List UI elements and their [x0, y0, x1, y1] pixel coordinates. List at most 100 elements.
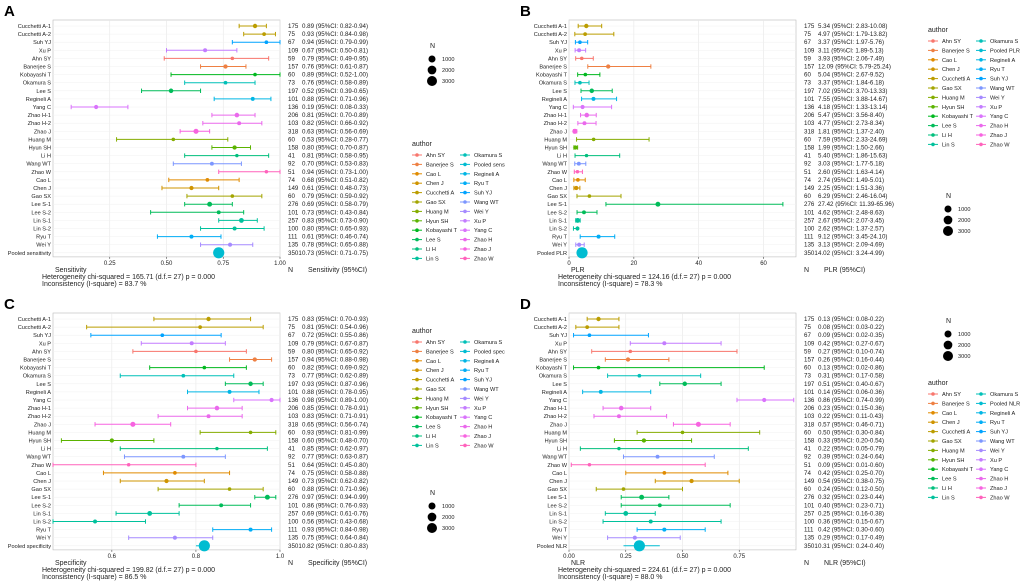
n-value: 158 — [288, 438, 299, 445]
ci-text: 5.04 (95%CI: 2.67-9.52) — [818, 72, 884, 79]
legend-key-dot — [979, 48, 983, 53]
n-value: 257 — [288, 510, 299, 517]
study-label: Lin S-1 — [33, 511, 51, 517]
legend-key-dot — [415, 424, 419, 429]
panel-letter: A — [4, 3, 15, 20]
n-value: 75 — [804, 31, 811, 38]
point-estimate — [203, 48, 208, 53]
legend-key-dot — [931, 48, 935, 53]
ci-text: 0.64 (95%CI: 0.45-0.80) — [302, 462, 368, 469]
point-estimate — [232, 226, 237, 231]
n-value: 136 — [288, 397, 299, 404]
study-label: Lee S-1 — [547, 495, 567, 501]
point-estimate — [662, 341, 667, 346]
size-legend-label: 3000 — [958, 354, 970, 360]
n-value: 257 — [804, 217, 815, 224]
study-label: Hyun SH — [545, 439, 567, 445]
x-tick-label: 0 — [567, 261, 571, 267]
n-value: 100 — [288, 226, 299, 233]
n-value: 276 — [288, 201, 299, 208]
n-value: 41 — [288, 153, 295, 160]
ci-text: 3.37 (95%CI: 1.84-6.18) — [818, 80, 884, 87]
n-value: 101 — [804, 96, 815, 103]
ci-text: 0.94 (95%CI: 0.79-0.99) — [302, 39, 368, 46]
n-value: 135 — [804, 242, 815, 249]
ci-text: 0.50 (95%CI: 0.30-0.84) — [818, 429, 884, 436]
legend-entry: Suh YJ — [474, 191, 492, 197]
ci-text: 0.42 (95%CI: 0.27-0.67) — [818, 340, 884, 347]
n-value: 175 — [804, 316, 815, 323]
study-label: Okamura S — [539, 374, 568, 380]
inconsistency-text: Inconsistency (I-square) = 88.0 % — [558, 574, 662, 581]
study-label: Zhao W — [547, 170, 567, 176]
ci-text: 0.19 (95%CI: 0.08-0.33) — [302, 104, 368, 111]
legend-key-dot — [931, 467, 935, 471]
study-label: Huang M — [28, 430, 51, 436]
study-label: Zhao H-2 — [544, 121, 567, 127]
study-label: Li H — [557, 447, 567, 453]
point-estimate — [168, 88, 174, 94]
col-header-ci: PLR (95%CI) — [824, 267, 865, 274]
point-estimate — [227, 487, 232, 491]
point-estimate — [198, 325, 202, 329]
legend-entry: Regineli A — [474, 359, 499, 365]
point-estimate — [584, 23, 589, 29]
n-value: 75 — [288, 31, 295, 38]
point-estimate — [93, 519, 97, 524]
pooled-n: 3501 — [288, 250, 302, 257]
study-label: Zhao H-1 — [544, 113, 567, 119]
point-estimate — [223, 64, 228, 69]
n-value: 103 — [804, 120, 815, 127]
legend-key-dot — [415, 396, 419, 401]
author-legend-title: author — [412, 141, 433, 148]
author-legend-title: author — [928, 380, 949, 387]
study-label: Hyun SH — [29, 439, 51, 445]
legend-entry: Lee S — [426, 238, 441, 244]
size-legend-label: 3000 — [442, 79, 454, 85]
ci-text: 0.77 (95%CI: 0.62-0.89) — [302, 373, 368, 380]
legend-entry: Pooled sens — [474, 162, 505, 168]
x-tick-label: 1.00 — [274, 261, 286, 267]
study-label: Xu P — [39, 48, 51, 54]
ci-text: 0.36 (95%CI: 0.15-0.67) — [818, 519, 884, 526]
legend-key-dot — [463, 340, 467, 344]
n-value: 157 — [288, 357, 299, 364]
study-label: Lee S — [552, 382, 567, 388]
legend-key-dot — [931, 39, 935, 43]
ci-text: 0.73 (95%CI: 0.43-0.84) — [302, 209, 368, 216]
point-estimate — [591, 96, 596, 101]
point-estimate — [238, 217, 244, 223]
ci-text: 0.79 (95%CI: 0.67-0.87) — [302, 340, 368, 347]
legend-entry: Chen J — [426, 181, 444, 187]
size-legend-dot — [427, 76, 437, 86]
n-value: 101 — [804, 209, 815, 216]
point-estimate — [189, 234, 194, 239]
n-value: 67 — [804, 39, 811, 46]
point-estimate — [582, 210, 586, 215]
n-value: 60 — [288, 429, 295, 436]
point-estimate — [575, 217, 581, 223]
n-value: 206 — [804, 112, 815, 119]
ci-text: 0.86 (95%CI: 0.76-0.93) — [302, 502, 368, 509]
n-value: 257 — [804, 510, 815, 517]
ci-text: 4.62 (95%CI: 2.48-8.63) — [818, 209, 884, 216]
ci-text: 1.81 (95%CI: 1.37-2.40) — [818, 128, 884, 135]
legend-key-dot — [931, 420, 935, 424]
study-label: Zhao H-2 — [28, 414, 51, 420]
point-estimate — [618, 405, 624, 411]
study-label: Kobayashi T — [20, 366, 52, 372]
point-estimate — [682, 381, 688, 387]
x-tick-label: 60 — [760, 261, 767, 267]
study-label: Lee S-2 — [547, 210, 567, 216]
n-value: 59 — [804, 348, 811, 355]
study-label: Yang C — [549, 398, 567, 404]
legend-key-dot — [979, 142, 983, 147]
point-estimate — [205, 178, 210, 182]
panel-letter: C — [4, 296, 15, 313]
ci-text: 0.60 (95%CI: 0.48-0.70) — [302, 438, 368, 445]
study-label: Cucchetti A-1 — [534, 317, 567, 323]
legend-entry: Lin S — [426, 443, 439, 449]
ci-text: 0.61 (95%CI: 0.48-0.73) — [302, 185, 368, 192]
ci-text: 2.62 (95%CI: 1.37-2.57) — [818, 226, 884, 233]
